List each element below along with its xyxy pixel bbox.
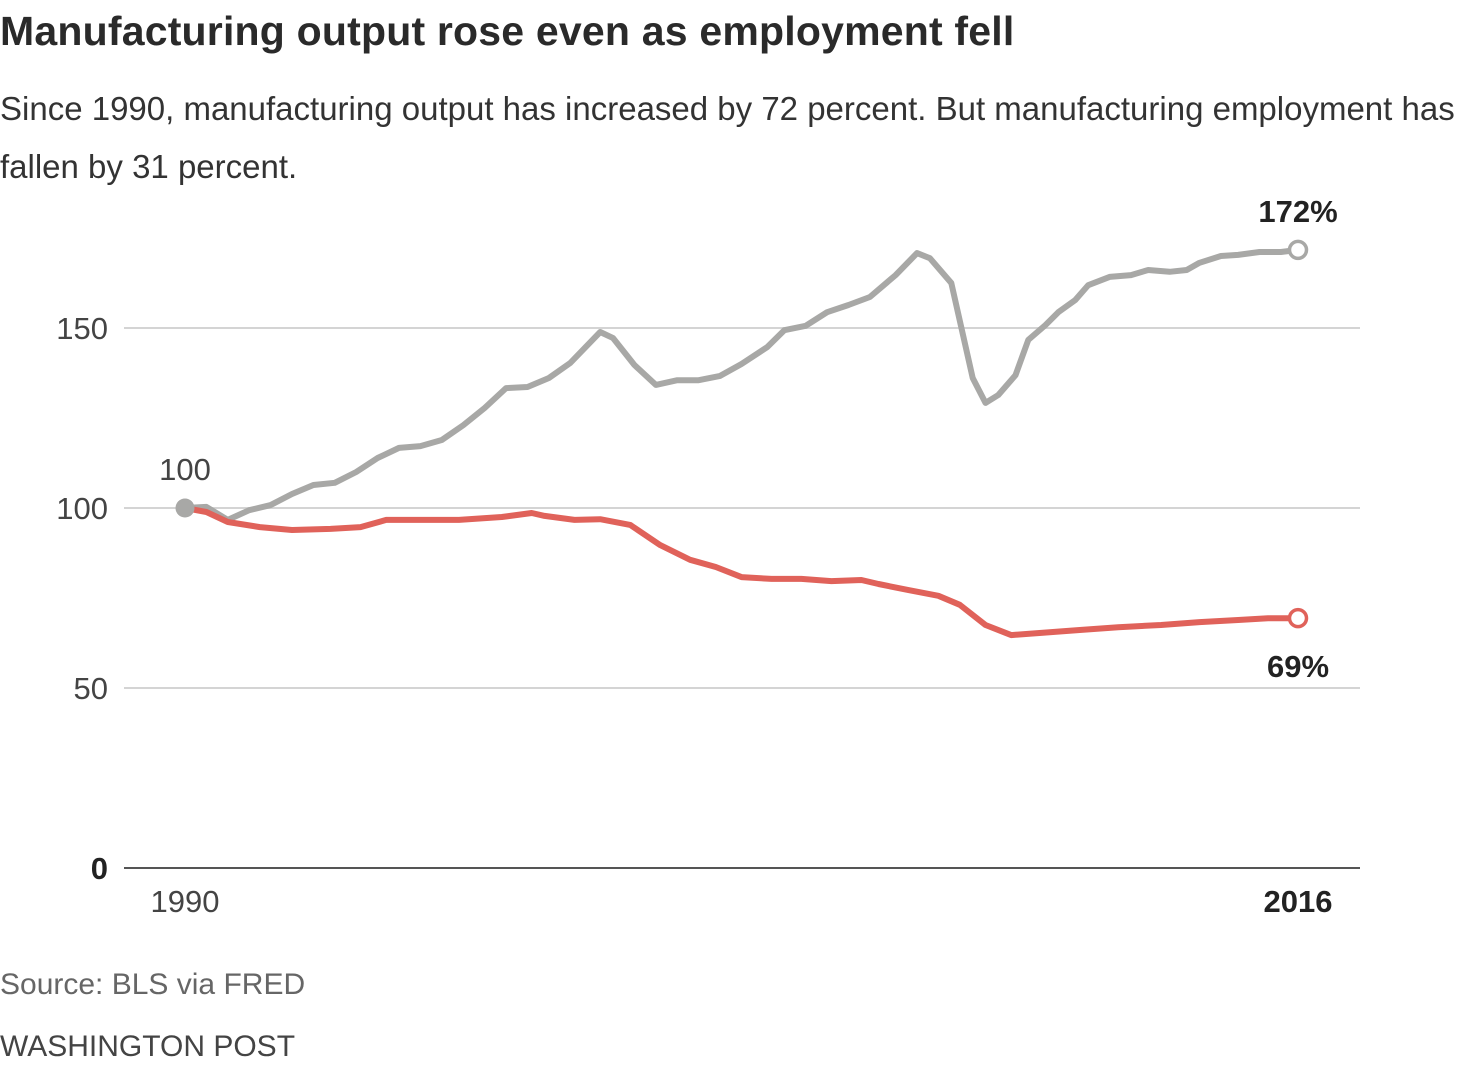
x-tick-label: 2016 bbox=[1264, 884, 1333, 919]
y-tick-label: 0 bbox=[91, 851, 108, 886]
start-value-label: 100 bbox=[159, 452, 211, 487]
output-end-marker bbox=[1287, 239, 1309, 261]
source-note: Source: BLS via FRED bbox=[0, 968, 306, 1001]
x-tick-label: 1990 bbox=[151, 884, 220, 919]
employment-end-label: 69% bbox=[1267, 649, 1329, 684]
credit: WASHINGTON POST bbox=[0, 1030, 296, 1063]
employment-line bbox=[182, 505, 1301, 639]
output-line bbox=[182, 246, 1301, 523]
y-tick-label: 100 bbox=[56, 491, 108, 526]
y-tick-label: 50 bbox=[74, 671, 108, 706]
chart-subtitle: Since 1990, manufacturing output has inc… bbox=[0, 90, 1455, 185]
output-end-label: 172% bbox=[1258, 194, 1337, 229]
employment-end-marker bbox=[1287, 607, 1309, 629]
start-marker bbox=[175, 498, 195, 518]
y-tick-label: 150 bbox=[56, 311, 108, 346]
chart-title: Manufacturing output rose even as employ… bbox=[0, 8, 1015, 54]
